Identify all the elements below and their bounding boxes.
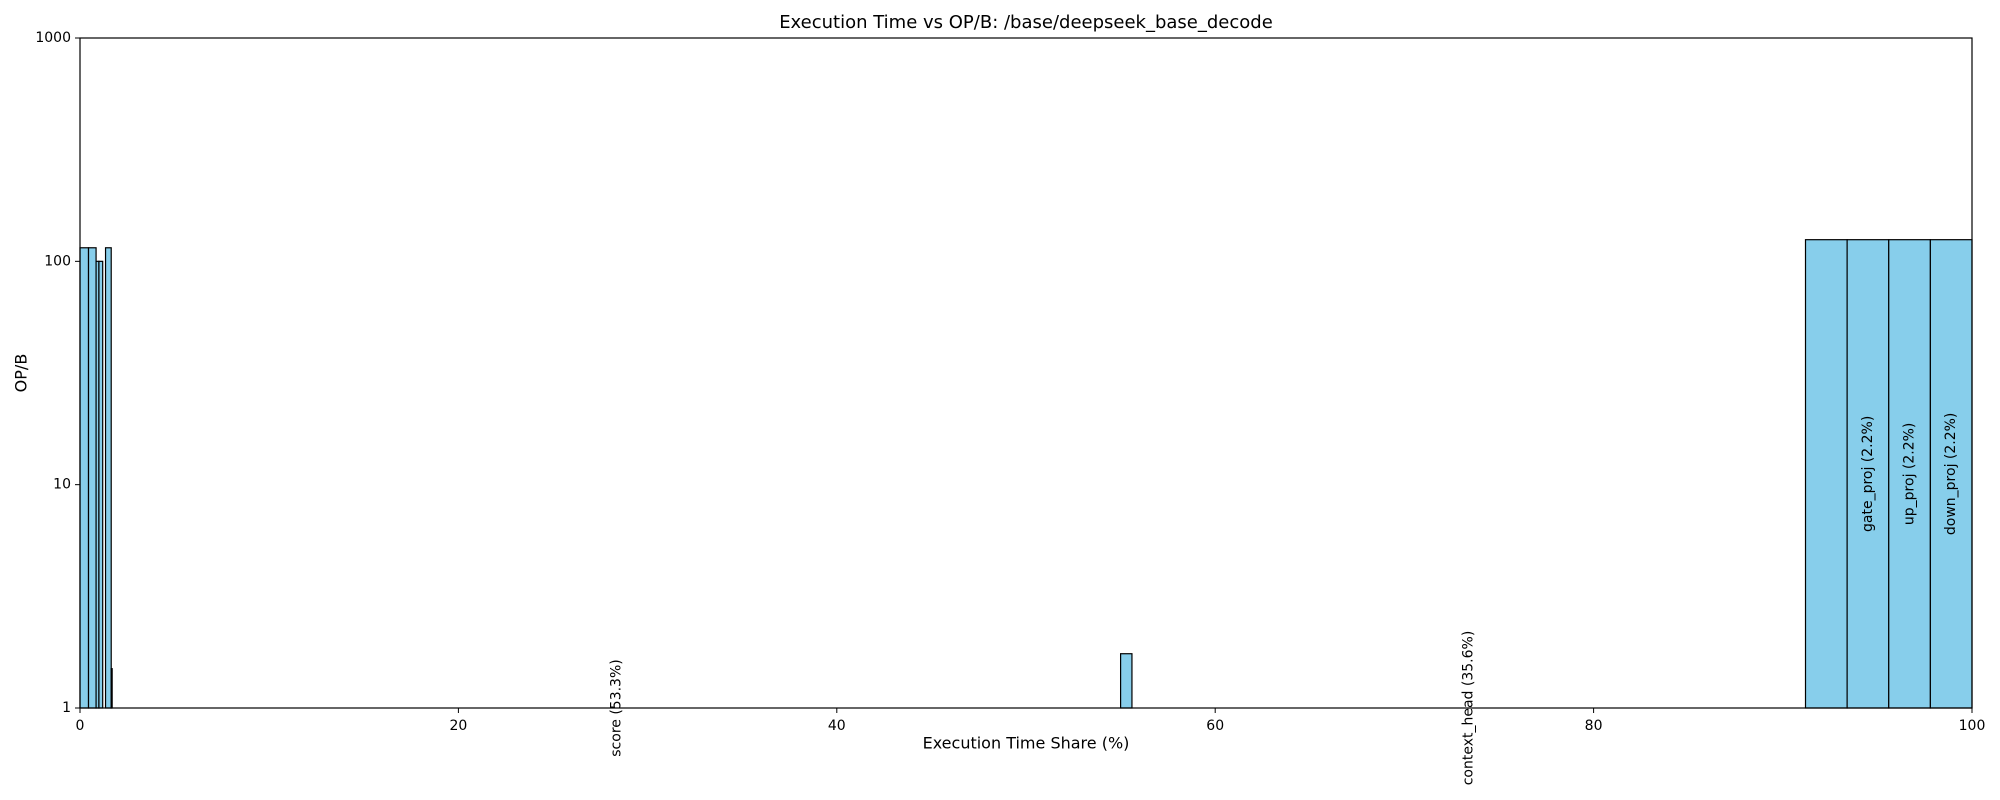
bar bbox=[98, 260, 104, 709]
x-tick-label: 0 bbox=[76, 718, 85, 734]
bar bbox=[79, 247, 90, 709]
x-tick-label: 80 bbox=[1585, 718, 1603, 734]
y-axis-label: OP/B bbox=[12, 354, 31, 393]
y-tick-label: 10 bbox=[53, 477, 71, 493]
chart-title: Execution Time vs OP/B: /base/deepseek_b… bbox=[779, 12, 1273, 33]
x-tick-label: 60 bbox=[1206, 718, 1224, 734]
x-tick-label: 100 bbox=[1959, 718, 1986, 734]
x-axis-label: Execution Time Share (%) bbox=[923, 734, 1130, 753]
bar bbox=[1804, 239, 1848, 709]
y-tick-label: 1 bbox=[62, 700, 71, 716]
bar-label: down_proj (2.2%) bbox=[1943, 413, 1959, 536]
x-tick-label: 40 bbox=[828, 718, 846, 734]
bar-label: gate_proj (2.2%) bbox=[1860, 416, 1876, 532]
x-tick-label: 20 bbox=[449, 718, 467, 734]
bar bbox=[87, 247, 97, 709]
plot-frame bbox=[79, 37, 1973, 709]
bar bbox=[1119, 653, 1133, 709]
bar bbox=[110, 668, 113, 709]
y-tick-label: 100 bbox=[44, 253, 71, 269]
bar-label: up_proj (2.2%) bbox=[1902, 423, 1918, 526]
y-tick-label: 1000 bbox=[35, 30, 71, 46]
bar bbox=[104, 247, 112, 709]
